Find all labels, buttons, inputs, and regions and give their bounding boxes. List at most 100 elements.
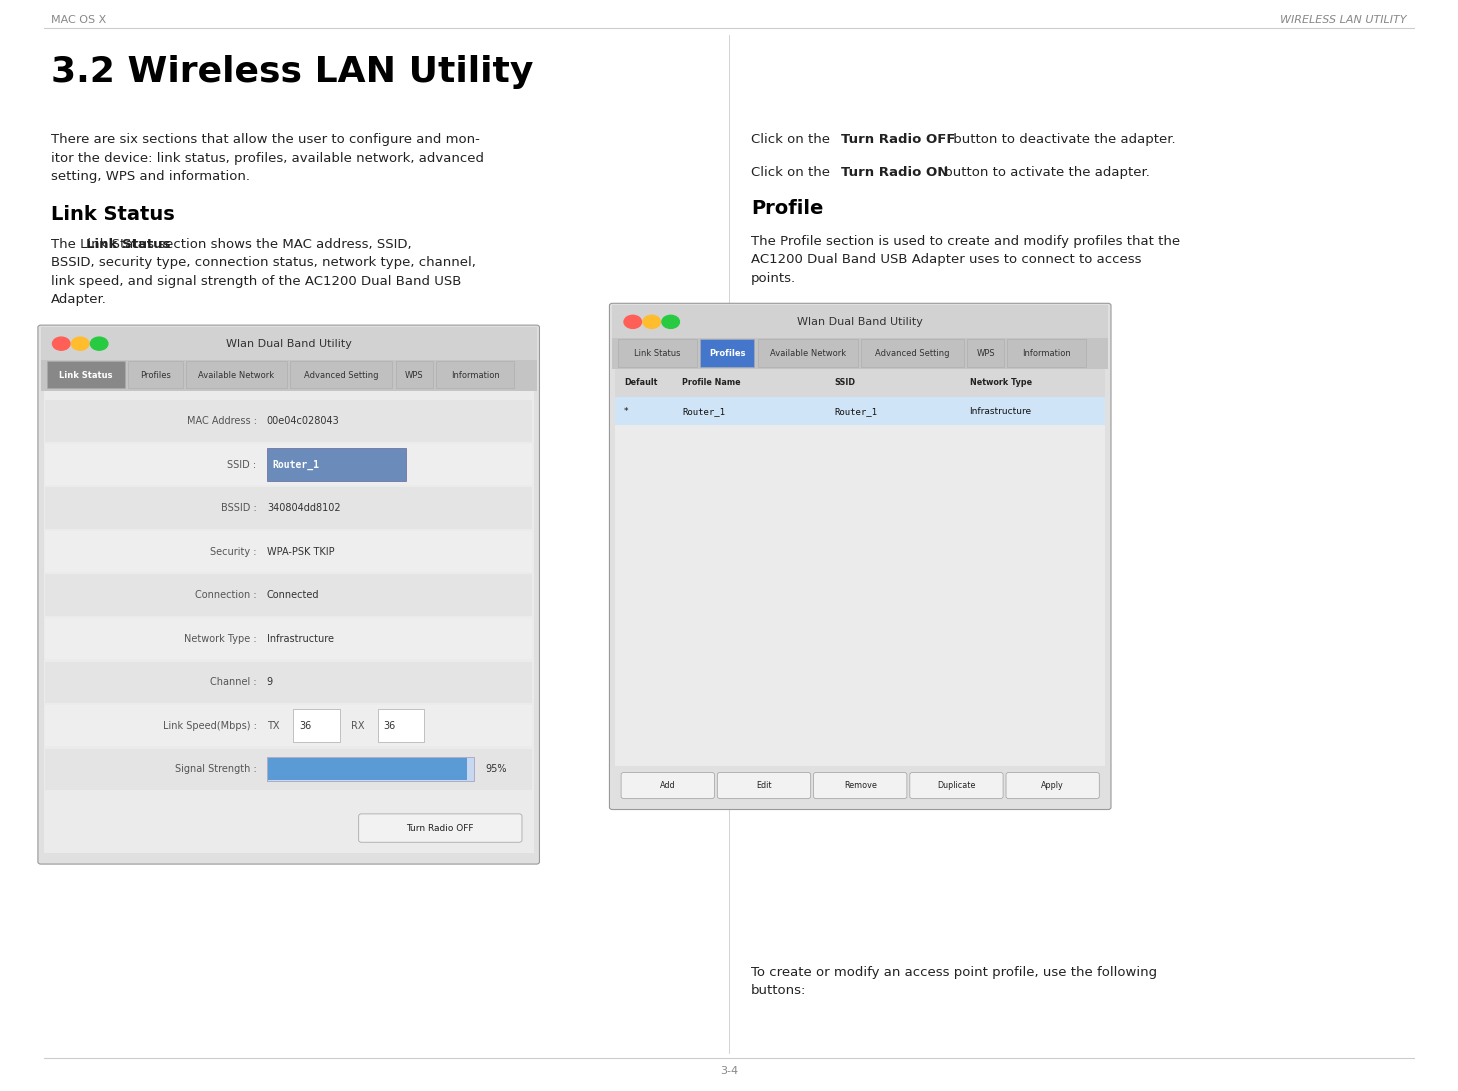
Bar	[395, 361, 433, 388]
Text: TX: TX	[267, 721, 280, 731]
Text: 340804dd8102: 340804dd8102	[267, 503, 340, 513]
Text: Channel :: Channel :	[210, 678, 257, 687]
FancyBboxPatch shape	[609, 303, 1111, 810]
FancyBboxPatch shape	[38, 325, 539, 864]
Text: 95%: 95%	[486, 764, 507, 775]
Bar	[45, 748, 532, 790]
Text: Profile Name: Profile Name	[682, 379, 741, 387]
Bar	[45, 444, 532, 485]
Text: WPS: WPS	[405, 371, 423, 380]
Text: Remove: Remove	[844, 781, 876, 790]
FancyBboxPatch shape	[717, 772, 811, 799]
Bar	[41, 327, 537, 360]
Text: button to deactivate the adapter.: button to deactivate the adapter.	[949, 133, 1175, 146]
Bar	[187, 361, 287, 388]
Bar	[967, 339, 1005, 367]
Text: Link Speed(Mbps) :: Link Speed(Mbps) :	[163, 721, 257, 731]
Bar	[45, 575, 532, 615]
Text: Wlan Dual Band Utility: Wlan Dual Band Utility	[798, 316, 923, 327]
Text: 36: 36	[299, 721, 311, 731]
Circle shape	[643, 315, 660, 328]
Text: Advanced Setting: Advanced Setting	[303, 371, 378, 380]
Bar	[44, 391, 534, 853]
Bar	[436, 361, 515, 388]
Text: Click on the: Click on the	[751, 133, 834, 146]
Text: Link Status: Link Status	[86, 238, 171, 251]
Bar	[41, 360, 537, 391]
Bar	[45, 618, 532, 659]
Bar	[862, 339, 964, 367]
Text: MAC Address :: MAC Address :	[187, 416, 257, 427]
Circle shape	[52, 337, 70, 350]
Bar	[45, 400, 532, 442]
Text: Available Network: Available Network	[198, 371, 274, 380]
Bar	[615, 369, 1105, 766]
Text: Link Status: Link Status	[634, 349, 681, 358]
Text: WIRELESS LAN UTILITY: WIRELESS LAN UTILITY	[1280, 14, 1407, 25]
Bar	[615, 369, 1105, 397]
Bar	[267, 757, 474, 781]
Text: Wlan Dual Band Utility: Wlan Dual Band Utility	[226, 338, 351, 349]
Text: WPS: WPS	[977, 349, 994, 358]
Text: MAC OS X: MAC OS X	[51, 14, 106, 25]
Text: There are six sections that allow the user to configure and mon-
itor the device: There are six sections that allow the us…	[51, 133, 484, 183]
Circle shape	[71, 337, 89, 350]
Text: Signal Strength :: Signal Strength :	[175, 764, 257, 775]
Text: Apply: Apply	[1041, 781, 1064, 790]
Text: Infrastructure: Infrastructure	[267, 634, 334, 644]
Circle shape	[624, 315, 642, 328]
Circle shape	[662, 315, 679, 328]
Bar	[378, 709, 424, 742]
Text: Connected: Connected	[267, 590, 319, 600]
Text: Link Status: Link Status	[60, 371, 112, 380]
Bar	[128, 361, 182, 388]
Text: BSSID :: BSSID :	[220, 503, 257, 513]
FancyBboxPatch shape	[814, 772, 907, 799]
Text: Information: Information	[1022, 349, 1072, 358]
Text: Information: Information	[451, 371, 500, 380]
Text: Network Type :: Network Type :	[184, 634, 257, 644]
Bar	[45, 488, 532, 529]
Text: Default: Default	[624, 379, 658, 387]
FancyBboxPatch shape	[910, 772, 1003, 799]
Text: 9: 9	[267, 678, 273, 687]
Text: Network Type: Network Type	[970, 379, 1032, 387]
Text: Profile: Profile	[751, 199, 824, 217]
Text: SSID :: SSID :	[227, 459, 257, 469]
Text: RX: RX	[351, 721, 364, 731]
Bar	[293, 709, 340, 742]
Text: Router_1: Router_1	[682, 407, 725, 416]
Text: The Profile section is used to create and modify profiles that the
AC1200 Dual B: The Profile section is used to create an…	[751, 235, 1180, 285]
Text: 00e04c028043: 00e04c028043	[267, 416, 340, 427]
Text: 36: 36	[383, 721, 395, 731]
Text: WPA-PSK TKIP: WPA-PSK TKIP	[267, 547, 334, 556]
Circle shape	[90, 337, 108, 350]
Text: Router_1: Router_1	[273, 459, 319, 470]
Text: 3-4: 3-4	[720, 1066, 738, 1077]
Text: Duplicate: Duplicate	[937, 781, 975, 790]
Text: To create or modify an access point profile, use the following
buttons:: To create or modify an access point prof…	[751, 966, 1158, 997]
Text: Available Network: Available Network	[770, 349, 846, 358]
Bar	[47, 361, 125, 388]
Bar	[45, 705, 532, 746]
Bar	[1007, 339, 1086, 367]
Bar	[267, 448, 405, 481]
Bar	[758, 339, 859, 367]
Text: Profiles: Profiles	[140, 371, 171, 380]
FancyBboxPatch shape	[621, 772, 714, 799]
Text: Edit: Edit	[757, 781, 771, 790]
Text: Security :: Security :	[210, 547, 257, 556]
FancyBboxPatch shape	[359, 814, 522, 842]
Bar	[615, 397, 1105, 425]
Bar	[618, 339, 697, 367]
Text: Profiles: Profiles	[709, 349, 745, 358]
Text: Turn Radio OFF: Turn Radio OFF	[407, 824, 474, 832]
FancyBboxPatch shape	[1006, 772, 1099, 799]
Text: The Link Status section shows the MAC address, SSID,
BSSID, security type, conne: The Link Status section shows the MAC ad…	[51, 238, 475, 307]
Text: Connection :: Connection :	[195, 590, 257, 600]
Text: Link Status: Link Status	[51, 205, 175, 224]
Text: Click on the: Click on the	[751, 166, 834, 179]
Text: Infrastructure: Infrastructure	[970, 407, 1032, 416]
Text: Add: Add	[660, 781, 675, 790]
Text: 3.2 Wireless LAN Utility: 3.2 Wireless LAN Utility	[51, 55, 534, 88]
